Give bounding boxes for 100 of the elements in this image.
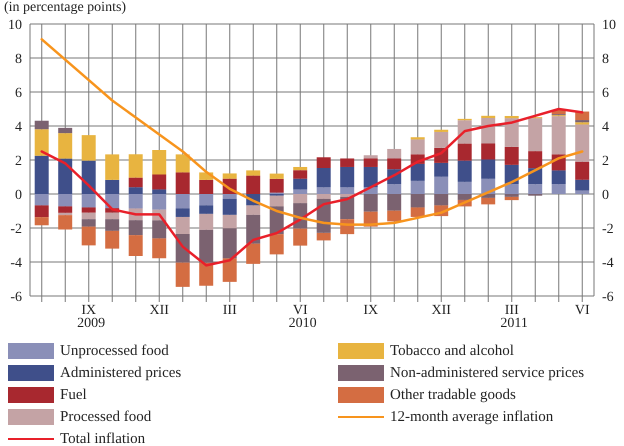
- y-tick-label: 10: [8, 18, 22, 33]
- bar: [364, 194, 378, 212]
- bar: [293, 228, 308, 246]
- bar: [575, 124, 590, 162]
- bar: [410, 139, 425, 154]
- y2-tick-label: -2: [602, 222, 614, 237]
- bar: [152, 174, 166, 190]
- bar: [552, 184, 566, 194]
- bar: [128, 235, 143, 256]
- bar: [199, 214, 214, 230]
- line-series: [40, 38, 584, 226]
- x-tick-label: IX: [363, 302, 378, 318]
- bar: [82, 135, 96, 161]
- bar: [58, 158, 72, 194]
- legend-label: Administered prices: [60, 364, 182, 383]
- bar: [410, 180, 425, 194]
- bar: [340, 187, 354, 194]
- bar: [387, 184, 402, 194]
- bar: [34, 156, 49, 194]
- y2-tick-label: -6: [602, 290, 614, 305]
- bar: [528, 151, 542, 168]
- bar: [270, 234, 284, 254]
- bar: [293, 166, 308, 170]
- y-tick-label: 4: [15, 120, 22, 135]
- bar: [176, 172, 190, 194]
- bar: [246, 214, 260, 244]
- bar: [128, 178, 143, 188]
- bar: [458, 182, 472, 194]
- bar: [222, 258, 237, 282]
- x-tick-label: VI: [292, 302, 308, 318]
- bar: [222, 228, 237, 258]
- bar: [458, 160, 472, 182]
- y2-tick-label: 2: [602, 154, 609, 169]
- bar: [34, 205, 49, 218]
- bar: [176, 154, 190, 172]
- bar: [434, 162, 448, 177]
- x-tick-label: III: [222, 302, 238, 318]
- bar: [481, 159, 496, 179]
- bar: [481, 118, 496, 144]
- bar: [528, 184, 542, 194]
- x-tick-label: III: [504, 302, 520, 318]
- bar: [528, 118, 542, 152]
- bar: [58, 133, 72, 159]
- bar: [270, 174, 284, 179]
- bar: [410, 207, 425, 217]
- x-tick-label: VI: [574, 302, 590, 318]
- bar: [199, 230, 214, 263]
- bar: [434, 132, 448, 148]
- bar: [270, 196, 284, 206]
- y-tick-label: -6: [10, 290, 22, 305]
- text: 2011: [499, 316, 529, 332]
- bar: [246, 205, 260, 215]
- bar: [410, 194, 425, 208]
- legend-label: Processed food: [60, 408, 152, 427]
- bar: [152, 220, 166, 238]
- bar: [176, 208, 190, 217]
- bar: [199, 262, 214, 286]
- bar: [105, 219, 120, 231]
- bar: [504, 146, 519, 165]
- bar: [387, 158, 402, 170]
- legend-label: Total inflation: [60, 430, 146, 446]
- bar: [458, 144, 472, 161]
- y-tick-label: -2: [10, 222, 22, 237]
- bar: [152, 238, 166, 258]
- bar: [387, 194, 402, 211]
- bar: [293, 194, 308, 204]
- y2-tick-label: 10: [602, 18, 616, 33]
- legend-label: Tobacco and alcohol: [390, 342, 514, 361]
- bar: [504, 118, 519, 147]
- bar: [246, 176, 260, 194]
- bar: [152, 150, 166, 174]
- bar: [387, 148, 402, 158]
- bar: [34, 217, 49, 226]
- bar: [105, 154, 120, 180]
- bar: [222, 214, 237, 228]
- bar: [293, 178, 308, 190]
- bar: [222, 173, 237, 179]
- bar: [199, 180, 214, 194]
- bar: [504, 116, 519, 118]
- y2-tick-label: 8: [602, 52, 609, 67]
- bar: [152, 189, 166, 194]
- bar: [340, 158, 354, 167]
- bar: [58, 128, 72, 134]
- bar: [387, 210, 402, 222]
- x-tick-label: IX: [81, 302, 96, 318]
- legend-label: Non-administered service prices: [390, 364, 584, 383]
- bar: [152, 194, 166, 210]
- bar: [105, 180, 120, 194]
- bar: [293, 170, 308, 179]
- bar: [481, 144, 496, 160]
- bar: [82, 219, 96, 227]
- bar: [246, 170, 260, 176]
- bar: [128, 194, 143, 208]
- legend-label: 12-month average inflation: [390, 408, 554, 427]
- text: 2009: [76, 316, 106, 332]
- bar: [552, 116, 566, 154]
- bar: [293, 189, 308, 194]
- bar: [504, 184, 519, 194]
- bar: [82, 194, 96, 208]
- y-tick-label: 2: [15, 154, 22, 169]
